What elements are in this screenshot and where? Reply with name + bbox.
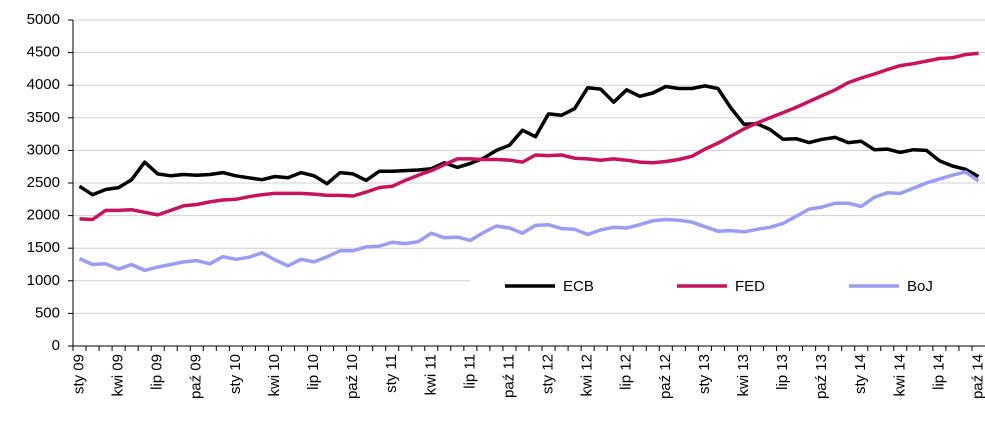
x-tick-label: sty 12 — [540, 354, 557, 394]
series-line — [79, 51, 979, 222]
x-tick-label: kwi 09 — [110, 354, 127, 397]
x-tick-label: kwi 12 — [579, 354, 596, 397]
x-tick-label: paź 14 — [969, 354, 985, 399]
x-tick-label: lip 09 — [149, 354, 166, 390]
x-tick-label: sty 10 — [227, 354, 244, 394]
y-tick-label: 0 — [52, 337, 60, 354]
y-tick-label: 1500 — [27, 239, 60, 256]
x-tick-label: lip 11 — [461, 354, 478, 389]
y-tick-label: 3500 — [27, 109, 60, 126]
legend-label: ECB — [563, 278, 594, 295]
x-tick-label: sty 09 — [70, 354, 87, 394]
x-tick-label: paź 12 — [657, 354, 674, 399]
y-tick-label: 2000 — [27, 207, 60, 224]
y-tick-label: 3000 — [27, 141, 60, 158]
x-tick-label: lip 14 — [930, 354, 947, 390]
x-tick-label: kwi 11 — [422, 354, 439, 395]
x-tick-label: paź 13 — [813, 354, 830, 399]
x-tick-label: lip 10 — [305, 354, 322, 390]
x-tick-label: sty 13 — [696, 354, 713, 394]
x-tick-label: paź 10 — [344, 354, 361, 399]
y-tick-label: 4000 — [27, 76, 60, 93]
x-tick-label: sty 14 — [852, 354, 869, 394]
series-line — [78, 84, 980, 197]
y-tick-label: 2500 — [27, 174, 60, 191]
y-tick-label: 4500 — [27, 44, 60, 61]
legend-label: BoJ — [907, 278, 933, 295]
x-tick-label: kwi 13 — [735, 354, 752, 397]
legend — [470, 266, 985, 306]
x-tick-label: paź 09 — [188, 354, 205, 399]
y-tick-label: 1000 — [27, 272, 60, 289]
x-tick-label: lip 13 — [774, 354, 791, 390]
series-line — [78, 170, 980, 273]
x-tick-label: sty 11 — [383, 354, 400, 393]
x-tick-label: paź 11 — [500, 354, 517, 398]
x-tick-label: kwi 10 — [266, 354, 283, 397]
y-tick-label: 5000 — [27, 11, 60, 28]
x-tick-label: kwi 14 — [891, 354, 908, 397]
legend-label: FED — [735, 278, 765, 295]
x-tick-label: lip 12 — [618, 354, 635, 390]
y-tick-label: 500 — [35, 304, 60, 321]
